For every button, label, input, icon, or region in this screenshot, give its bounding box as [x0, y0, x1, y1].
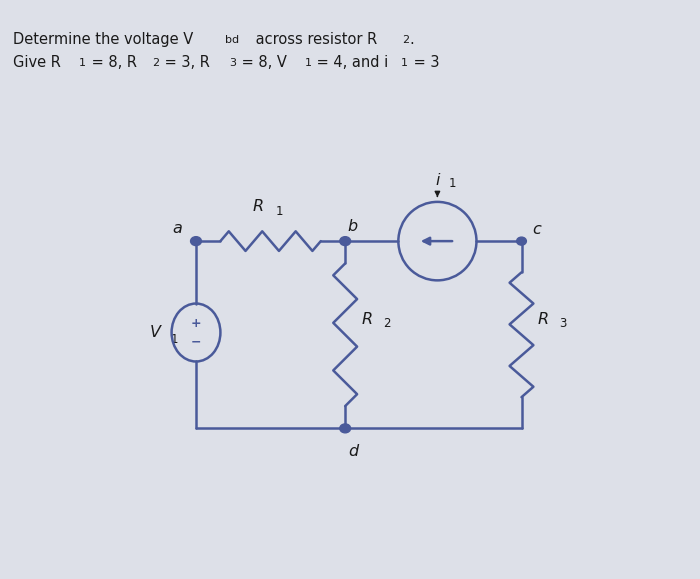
Text: 3: 3	[229, 58, 236, 68]
Text: 2: 2	[153, 58, 160, 68]
Text: 2: 2	[402, 35, 409, 45]
Text: 1: 1	[275, 205, 283, 218]
Text: across resistor R: across resistor R	[251, 32, 377, 47]
Text: R: R	[361, 312, 372, 327]
Text: 3: 3	[559, 317, 567, 330]
Text: 2: 2	[383, 317, 391, 330]
Circle shape	[190, 237, 202, 245]
Text: bd: bd	[225, 35, 239, 45]
Text: c: c	[533, 222, 541, 237]
Text: 1: 1	[304, 58, 312, 68]
Text: R: R	[538, 312, 549, 327]
Text: = 8, R: = 8, R	[87, 55, 136, 70]
Text: 1: 1	[449, 177, 456, 190]
Text: V: V	[150, 325, 161, 340]
Circle shape	[340, 424, 351, 433]
Circle shape	[517, 237, 526, 245]
Text: 1: 1	[171, 333, 178, 346]
Text: R: R	[253, 199, 264, 214]
Text: Determine the voltage V: Determine the voltage V	[13, 32, 192, 47]
Text: d: d	[348, 444, 358, 459]
Text: 1: 1	[401, 58, 408, 68]
Text: 1: 1	[79, 58, 86, 68]
Circle shape	[340, 237, 351, 245]
Text: a: a	[173, 221, 183, 236]
Text: = 3: = 3	[409, 55, 440, 70]
Text: .: .	[410, 32, 414, 47]
Text: i: i	[435, 173, 440, 188]
Text: Give R: Give R	[13, 55, 60, 70]
Text: = 3, R: = 3, R	[160, 55, 210, 70]
Text: +: +	[190, 317, 202, 331]
Text: = 4, and i: = 4, and i	[312, 55, 388, 70]
Text: −: −	[190, 335, 202, 349]
Text: b: b	[348, 219, 358, 234]
Text: = 8, V: = 8, V	[237, 55, 286, 70]
